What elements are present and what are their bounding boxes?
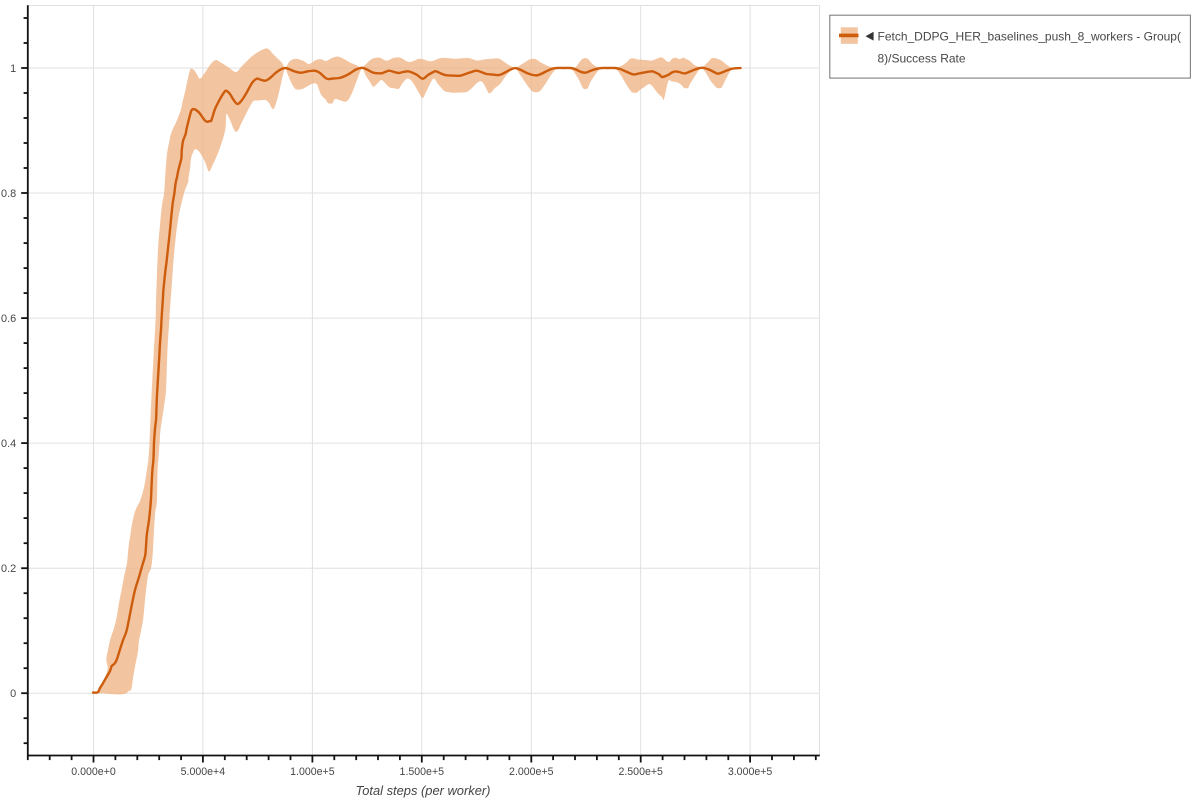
svg-text:0.4: 0.4 [1,438,16,450]
svg-text:5.000e+4: 5.000e+4 [181,766,226,778]
svg-text:2.500e+5: 2.500e+5 [618,766,663,778]
svg-text:0.000e+0: 0.000e+0 [71,766,116,778]
svg-text:0.8: 0.8 [1,188,16,200]
svg-text:1.500e+5: 1.500e+5 [400,766,445,778]
svg-text:8)/Success Rate: 8)/Success Rate [878,52,966,66]
svg-text:1: 1 [10,63,16,75]
svg-text:0.2: 0.2 [1,563,16,575]
svg-text:1.000e+5: 1.000e+5 [290,766,335,778]
svg-text:0.6: 0.6 [1,313,16,325]
svg-text:2.000e+5: 2.000e+5 [509,766,554,778]
svg-text:0: 0 [10,688,16,700]
svg-text:Total steps (per worker): Total steps (per worker) [356,783,491,798]
svg-text:3.000e+5: 3.000e+5 [728,766,773,778]
svg-text:Fetch_DDPG_HER_baselines_push_: Fetch_DDPG_HER_baselines_push_8_workers … [878,30,1181,44]
